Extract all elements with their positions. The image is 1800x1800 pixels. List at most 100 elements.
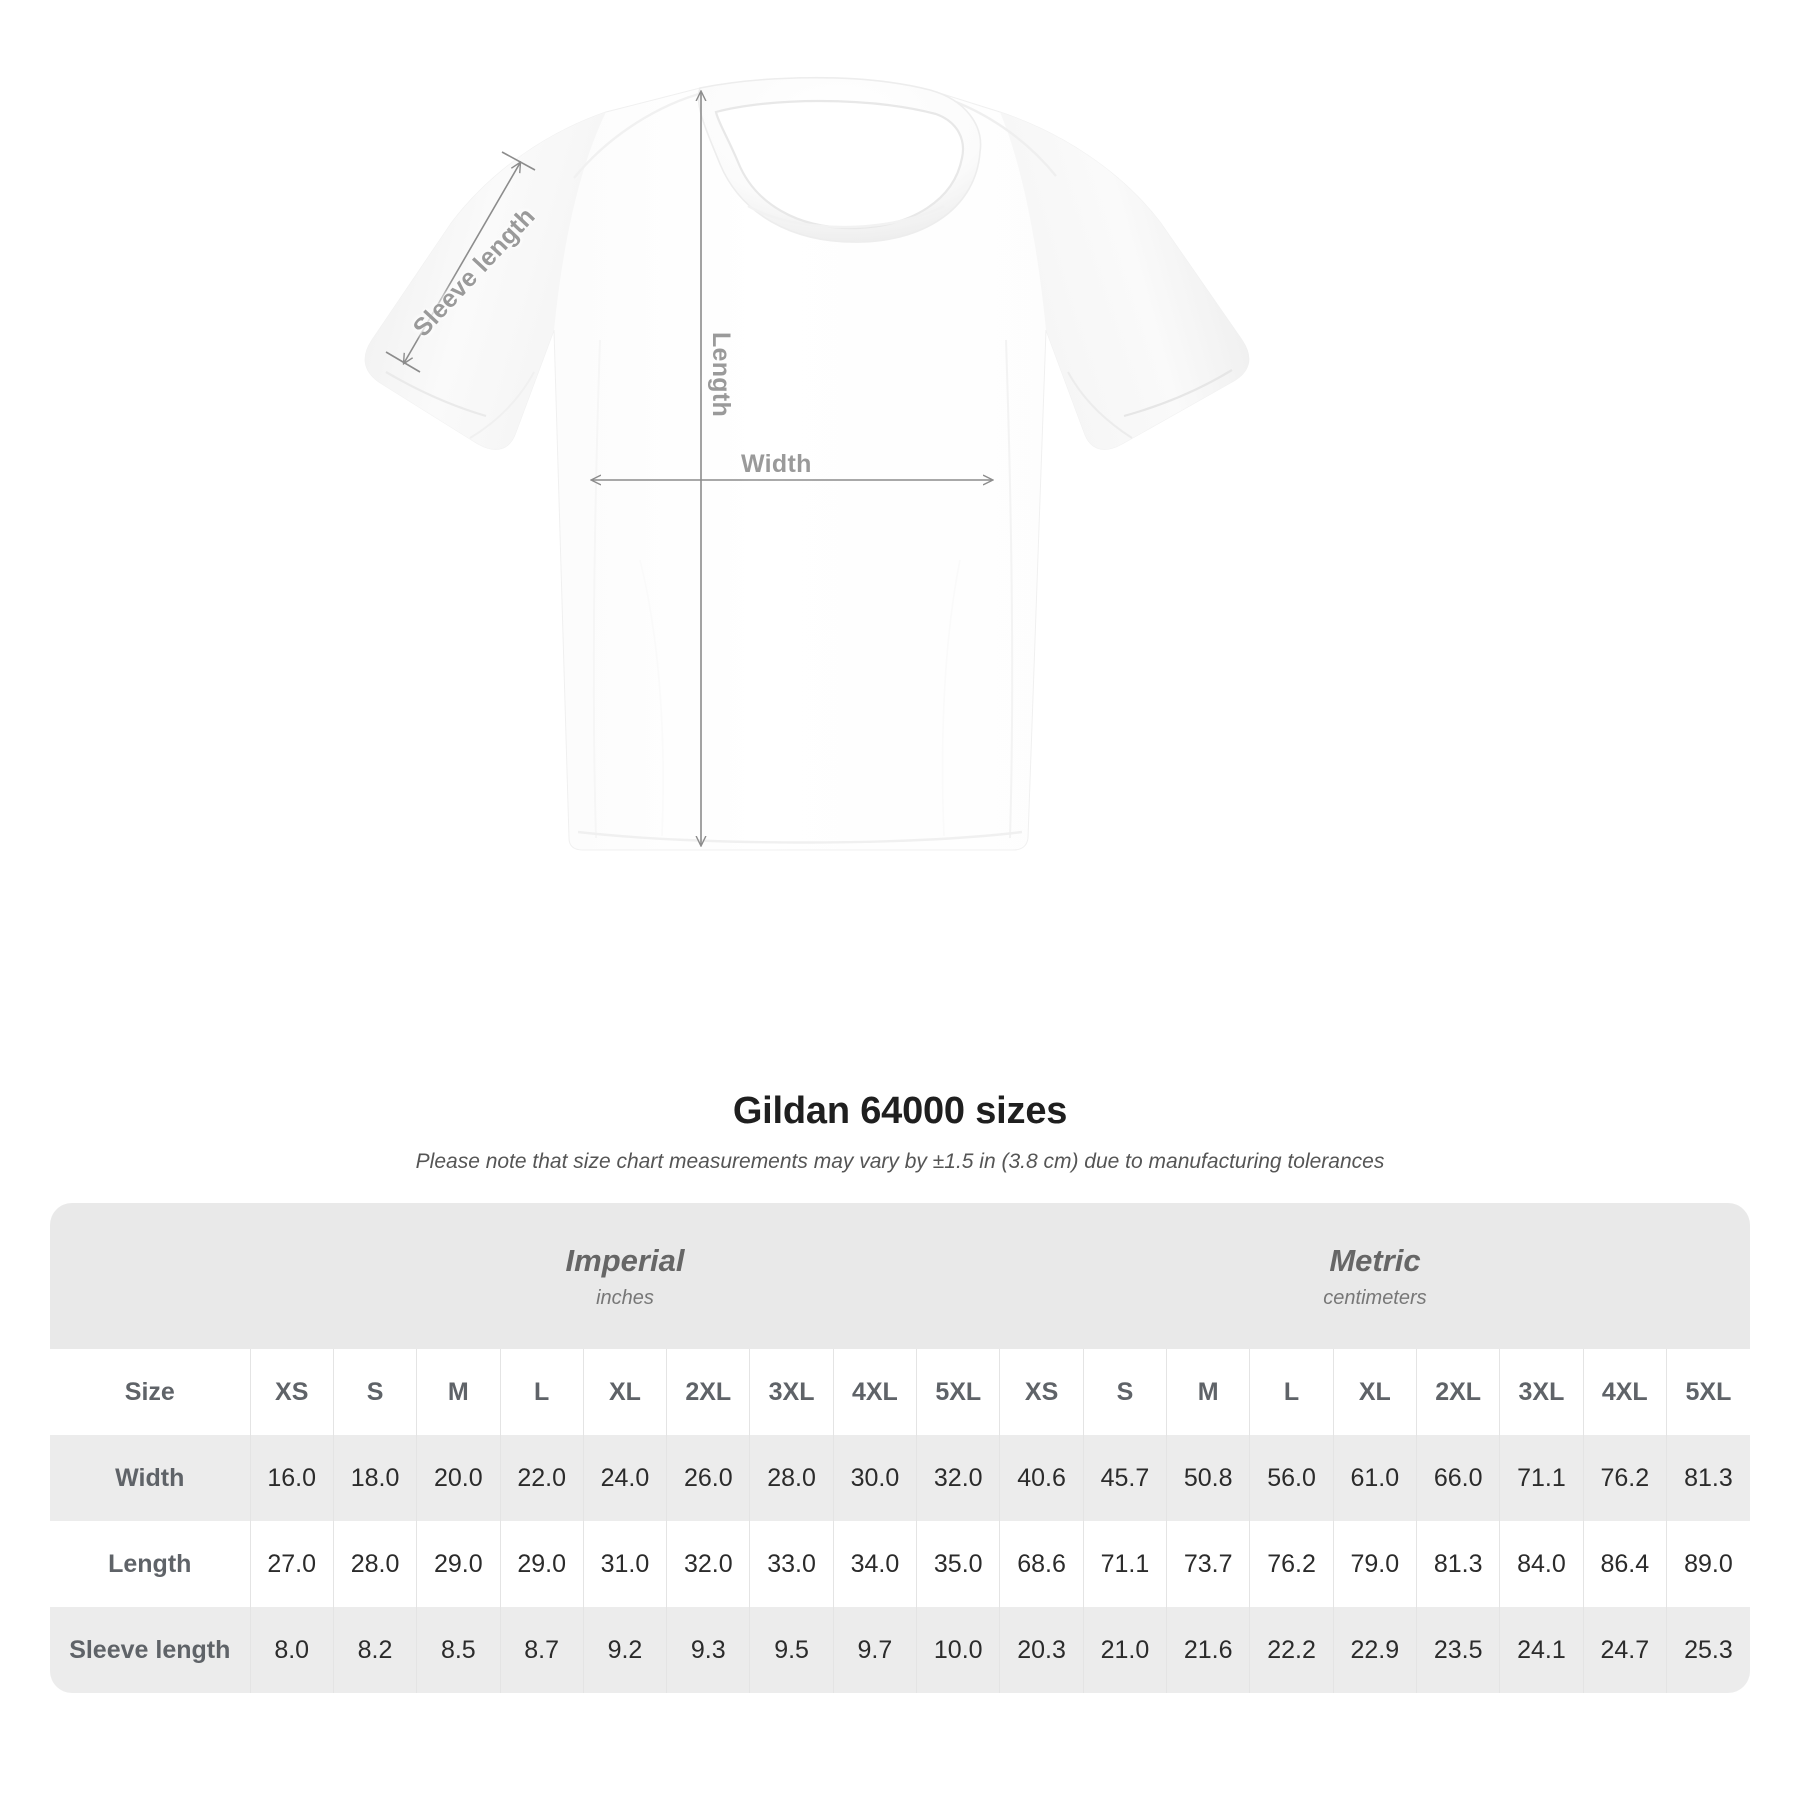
measurement-cell: 22.9	[1332, 1607, 1417, 1693]
measurement-cell: 26.0	[666, 1435, 750, 1521]
measurement-cell: 76.2	[1249, 1521, 1334, 1607]
measurement-cell: 34.0	[832, 1521, 917, 1607]
size-header-cell: S	[1082, 1349, 1167, 1435]
measurement-cell: 9.7	[832, 1607, 917, 1693]
measurement-cell: 50.8	[1166, 1435, 1250, 1521]
measurement-cell: 32.0	[916, 1435, 1000, 1521]
measurement-cell: 28.0	[332, 1521, 417, 1607]
row-label-size: Size	[50, 1349, 251, 1435]
size-header-cell: 4XL	[832, 1349, 917, 1435]
measurement-cell: 89.0	[1665, 1521, 1750, 1607]
measurement-cell: 31.0	[582, 1521, 667, 1607]
measurement-cell: 81.3	[1415, 1521, 1500, 1607]
tshirt-illustration	[364, 76, 1250, 851]
sleeve-arrow	[404, 163, 520, 363]
measurement-cell: 20.0	[416, 1435, 500, 1521]
measurement-cell: 56.0	[1249, 1435, 1334, 1521]
measurement-cell: 8.0	[249, 1607, 334, 1693]
measurement-cell: 35.0	[916, 1521, 1000, 1607]
unit-header-spacer	[50, 1203, 251, 1349]
measurement-cell: 84.0	[1499, 1521, 1584, 1607]
tshirt-diagram: Sleeve length Length Width	[364, 76, 1250, 851]
metric-title: Metric	[1329, 1243, 1421, 1279]
measurement-cell: 27.0	[249, 1521, 334, 1607]
size-header-cell: XL	[1332, 1349, 1417, 1435]
length-label: Length	[707, 331, 736, 418]
shirt-body-shape	[364, 76, 1250, 851]
size-header-cell: 5XL	[916, 1349, 1000, 1435]
size-header-cell: 3XL	[1499, 1349, 1584, 1435]
measurement-cell: 8.5	[416, 1607, 500, 1693]
row-label: Length	[50, 1521, 251, 1607]
size-header-cell: M	[416, 1349, 500, 1435]
size-header-cell: 4XL	[1582, 1349, 1667, 1435]
page-title: Gildan 64000 sizes	[732, 1090, 1068, 1132]
measurement-cell: 24.0	[582, 1435, 667, 1521]
measurement-cell: 24.7	[1582, 1607, 1667, 1693]
table-row-size: Size XS S M L XL 2XL 3XL 4XL 5XL XS S M L XL 2XL 3XL 4XL 5…	[50, 1349, 1750, 1435]
measurement-cell: 32.0	[666, 1521, 750, 1607]
measurement-cell: 25.3	[1665, 1607, 1750, 1693]
measurement-cell: 86.4	[1582, 1521, 1667, 1607]
measurement-cell: 71.1	[1082, 1521, 1167, 1607]
measurement-cell: 22.0	[499, 1435, 584, 1521]
measurement-cell: 9.3	[666, 1607, 750, 1693]
imperial-subtitle: inches	[596, 1286, 654, 1309]
sleeve-tick-bottom	[385, 351, 421, 373]
measurement-cell: 9.2	[582, 1607, 667, 1693]
measurement-lines	[385, 92, 992, 845]
size-header-cell: 2XL	[666, 1349, 750, 1435]
measurement-cell: 21.6	[1166, 1607, 1250, 1693]
size-table: Imperial inches Metric centimeters Size X…	[50, 1203, 1750, 1693]
size-header-cell: 3XL	[749, 1349, 834, 1435]
measurement-cell: 8.2	[332, 1607, 417, 1693]
measurement-cell: 29.0	[416, 1521, 500, 1607]
size-header-cell: 5XL	[1665, 1349, 1750, 1435]
table-row: Length 27.0 28.0 29.0 29.0 31.0 32.0 33.0 34.0 35…	[50, 1521, 1750, 1607]
measurement-cell: 76.2	[1582, 1435, 1667, 1521]
sleeve-tick-top	[501, 151, 536, 171]
measurement-cell: 24.1	[1499, 1607, 1584, 1693]
measurement-cell: 21.0	[1082, 1607, 1167, 1693]
measurement-cell: 22.2	[1249, 1607, 1334, 1693]
measurement-cell: 20.3	[999, 1607, 1084, 1693]
measurement-cell: 45.7	[1082, 1435, 1167, 1521]
measurement-cell: 33.0	[749, 1521, 834, 1607]
size-header-cell: S	[332, 1349, 417, 1435]
width-label: Width	[741, 450, 812, 478]
table-body: Size XS S M L XL 2XL 3XL 4XL 5XL XS S M L XL 2XL 3XL 4XL 5…	[50, 1349, 1750, 1693]
metric-subtitle: centimeters	[1323, 1286, 1427, 1309]
size-header-cell: XS	[999, 1349, 1084, 1435]
measurement-cell: 8.7	[499, 1607, 584, 1693]
measurement-cell: 23.5	[1415, 1607, 1500, 1693]
measurement-cell: 16.0	[249, 1435, 334, 1521]
measurement-cell: 79.0	[1332, 1521, 1417, 1607]
size-header-cell: L	[1249, 1349, 1334, 1435]
measurement-cell: 18.0	[332, 1435, 417, 1521]
measurement-cell: 10.0	[916, 1607, 1000, 1693]
table-unit-header: Imperial inches Metric centimeters	[50, 1203, 1750, 1349]
measurement-cell: 68.6	[999, 1521, 1084, 1607]
row-label: Width	[50, 1435, 251, 1521]
table-row: Width 16.0 18.0 20.0 22.0 24.0 26.0 28.0 30.0 32.…	[50, 1435, 1750, 1521]
measurement-cell: 66.0	[1415, 1435, 1500, 1521]
measurement-cell: 9.5	[749, 1607, 834, 1693]
table-row: Sleeve length 8.0 8.2 8.5 8.7 9.2 9.3 9.5 9.7 10.…	[50, 1607, 1750, 1693]
measurement-cell: 29.0	[499, 1521, 584, 1607]
measurement-cell: 61.0	[1332, 1435, 1417, 1521]
metric-header-cell: Metric centimeters	[999, 1203, 1750, 1349]
measurement-cell: 30.0	[832, 1435, 917, 1521]
measurement-cell: 81.3	[1665, 1435, 1750, 1521]
size-header-cell: L	[499, 1349, 584, 1435]
measurement-cell: 40.6	[999, 1435, 1084, 1521]
imperial-header-cell: Imperial inches	[250, 1203, 1000, 1349]
size-header-cell: XL	[582, 1349, 667, 1435]
measurement-cell: 73.7	[1166, 1521, 1250, 1607]
measurement-cell: 71.1	[1499, 1435, 1584, 1521]
tolerance-note: Please note that size chart measurements…	[415, 1150, 1385, 1173]
size-table-container: Imperial inches Metric centimeters Size X…	[50, 1203, 1750, 1693]
size-header-cell: 2XL	[1415, 1349, 1500, 1435]
row-label: Sleeve length	[50, 1607, 251, 1693]
size-header-cell: M	[1166, 1349, 1250, 1435]
